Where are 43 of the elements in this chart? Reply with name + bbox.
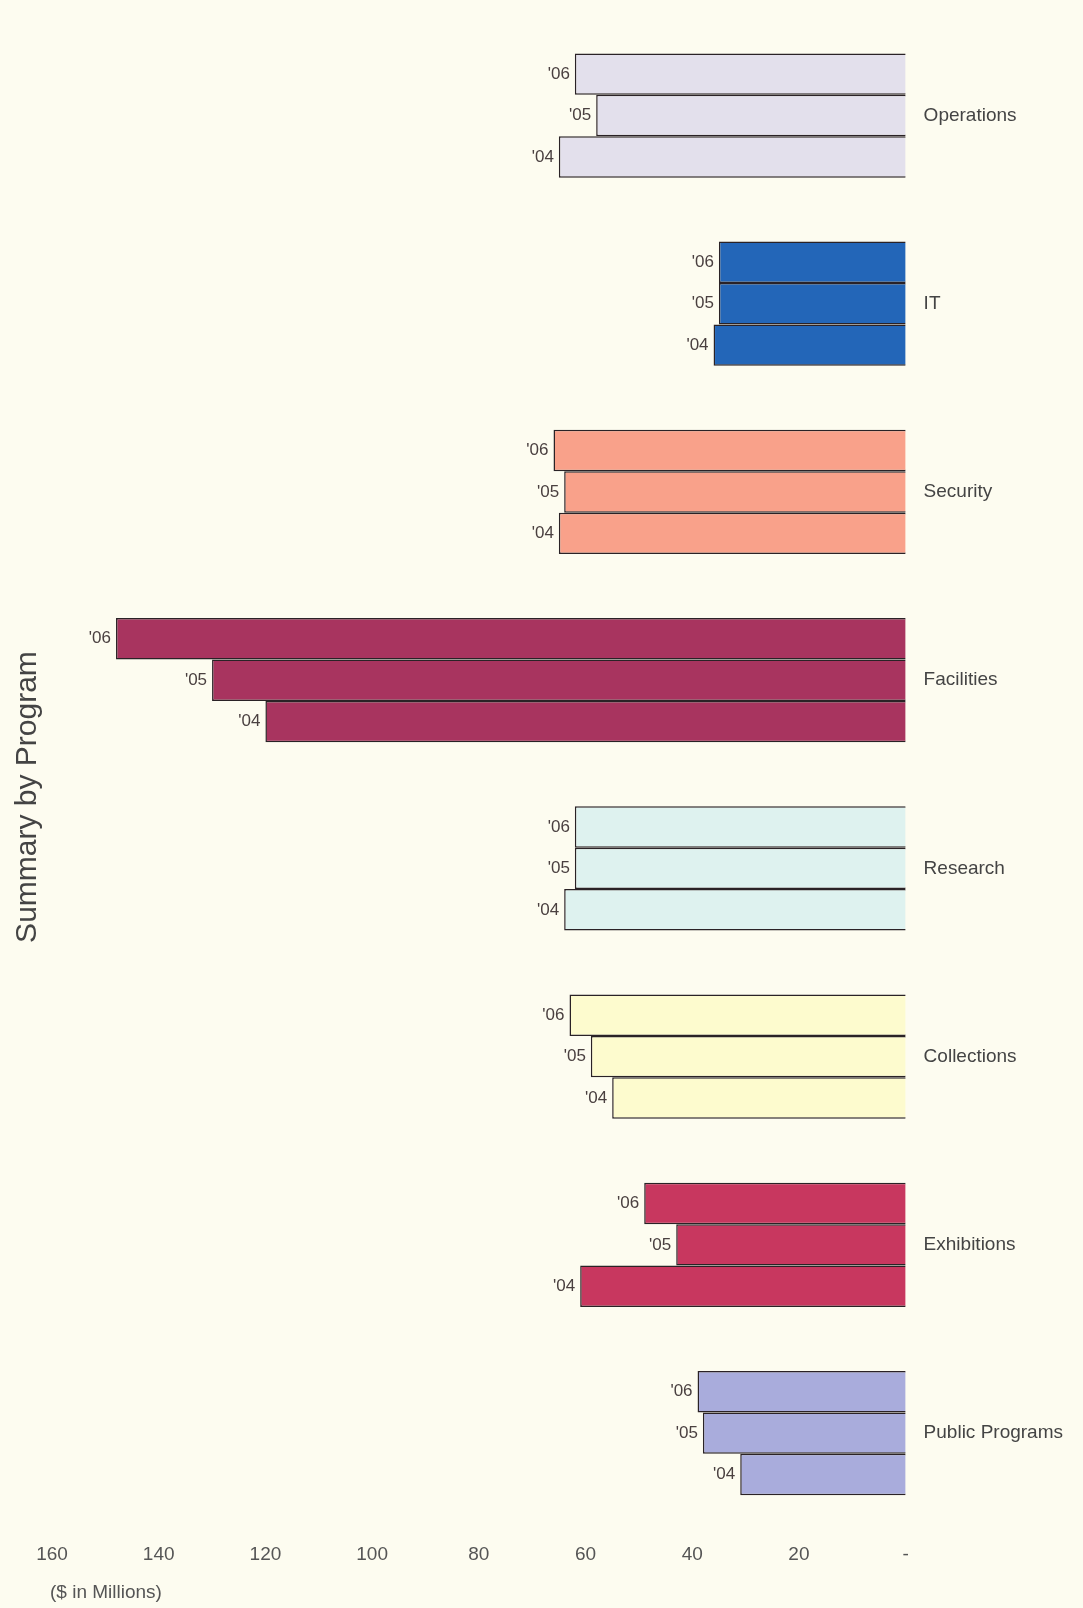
text: '04 [553,1275,576,1295]
x-tick-label: 140 [142,1542,175,1564]
series-label: '05 [569,105,592,125]
text: '05 [537,481,560,501]
text: '06 [691,252,714,272]
text: '05 [691,293,714,313]
x-tick-label: 60 [574,1542,597,1564]
text: '06 [526,440,549,460]
text: '05 [563,1046,586,1066]
series-label: '04 [531,146,554,166]
text: '04 [531,523,554,543]
text: Summary by Program [9,651,43,943]
x-tick-label: 100 [356,1542,388,1564]
x-tick-label: - [902,1542,909,1564]
text: '06 [542,1004,565,1024]
x-tick-label: 40 [681,1542,703,1564]
text: '04 [585,1087,608,1107]
text: '05 [649,1234,672,1254]
x-tick-label: 80 [468,1542,490,1564]
x-axis-title: ($ in Millions) [50,1580,162,1602]
text: '06 [547,816,570,836]
text: '05 [675,1422,698,1442]
text: '06 [670,1381,693,1401]
y-tick-label: IT [923,291,941,313]
text: '04 [238,711,261,731]
y-tick-label: Exhibitions [923,1233,1016,1255]
x-tick-label: 120 [249,1542,282,1564]
text: '06 [88,628,112,648]
y-tick-label: Public Programs [923,1421,1064,1443]
text: '05 [547,858,570,878]
text: '04 [686,334,709,354]
text: '04 [713,1464,736,1484]
y-tick-label: Collections [923,1044,1017,1066]
text: '06 [617,1193,640,1213]
y-tick-label: Security [923,480,993,502]
text: '05 [184,669,208,689]
y-tick-label: Operations [923,103,1017,125]
y-tick-label: Facilities [923,668,998,690]
x-tick-label: 160 [36,1542,68,1564]
series-label: '06 [547,63,570,83]
y-tick-label: Research [923,856,1005,878]
x-tick-label: 20 [788,1542,810,1564]
text: '04 [537,899,560,919]
